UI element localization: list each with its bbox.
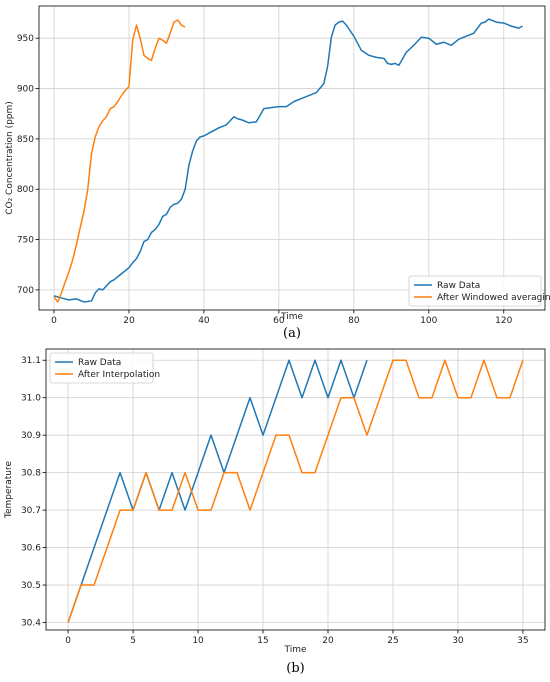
legend: Raw Data After Interpolation — [49, 352, 160, 384]
chart-b: 0 5 10 15 20 25 30 35 30.4 30.5 30.6 30.7 30.8 30.9 31… — [4, 348, 546, 676]
y-tick-label: 850 — [17, 135, 34, 145]
figure-caption-a: (a) — [283, 326, 301, 341]
x-tick-label: 5 — [130, 636, 136, 646]
x-tick-label: 25 — [387, 636, 398, 646]
x-tick-label: 80 — [348, 316, 360, 326]
x-tick-label: 60 — [273, 316, 285, 326]
legend-label-processed: After Interpolation — [78, 370, 160, 380]
y-axis-label: CO₂ Concentration (ppm) — [5, 101, 15, 215]
legend-label-processed: After Windowed averaging — [437, 293, 550, 303]
series-line-processed — [67, 359, 524, 623]
figure-caption-b: (b) — [286, 661, 304, 676]
y-tick-label: 30.6 — [21, 544, 41, 554]
x-tick-label: 100 — [420, 316, 437, 326]
y-tick-label: 31.0 — [21, 394, 41, 404]
plot-frame — [38, 5, 546, 311]
x-tick-label: 20 — [322, 636, 334, 646]
x-tick-label: 20 — [123, 316, 135, 326]
y-axis-label: Temperature — [4, 461, 14, 519]
x-tick-label: 120 — [495, 316, 512, 326]
series-line-raw-data — [67, 359, 368, 623]
legend-label-raw-data: Raw Data — [437, 281, 480, 291]
y-tick-label: 30.8 — [21, 469, 41, 479]
chart-a: 0 20 40 60 80 100 120 700 750 800 850 900 950 Time CO₂… — [5, 5, 550, 341]
legend-box — [408, 275, 542, 307]
y-tick-label: 950 — [17, 34, 34, 44]
series-line-raw-data — [53, 18, 523, 303]
x-tick-label: 10 — [192, 636, 204, 646]
x-tick-label: 35 — [517, 636, 528, 646]
y-tick-label: 30.7 — [21, 506, 41, 516]
y-tick-label: 30.5 — [21, 581, 41, 591]
y-tick-label: 800 — [17, 185, 34, 195]
y-tick-label: 700 — [17, 286, 34, 296]
x-axis-label: Time — [283, 645, 306, 655]
y-tick-label: 30.9 — [21, 431, 41, 441]
plot-frame — [45, 348, 546, 631]
x-tick-label: 0 — [65, 636, 71, 646]
x-tick-label: 40 — [198, 316, 210, 326]
x-tick-label: 30 — [452, 636, 464, 646]
legend-box — [49, 352, 154, 384]
x-tick-label: 15 — [257, 636, 268, 646]
series-line-processed — [53, 19, 186, 303]
x-axis-label: Time — [280, 312, 303, 322]
y-tick-label: 750 — [17, 236, 34, 246]
legend: Raw Data After Windowed averaging — [408, 275, 550, 307]
x-tick-label: 0 — [51, 316, 57, 326]
y-tick-label: 31.1 — [21, 356, 41, 366]
legend-label-raw-data: Raw Data — [78, 358, 121, 368]
y-tick-label: 30.4 — [21, 619, 41, 629]
y-tick-label: 900 — [17, 85, 34, 95]
